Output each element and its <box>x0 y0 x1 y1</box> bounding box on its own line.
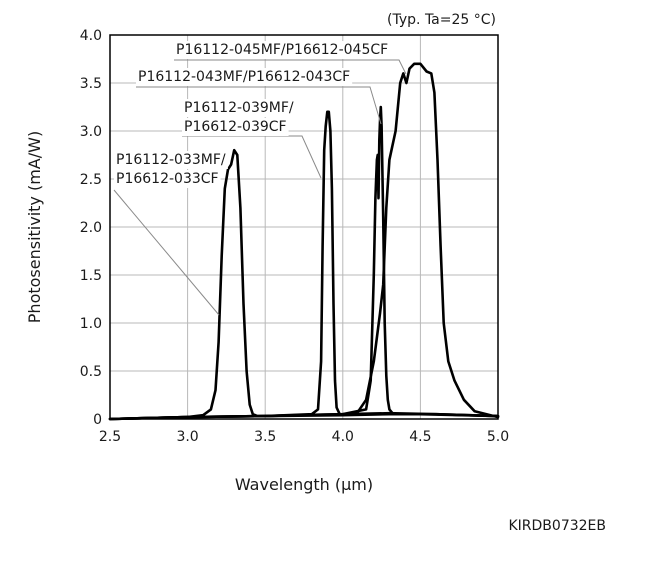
x-tick-label: 3.5 <box>254 429 276 445</box>
annotation-leader-line <box>113 189 220 316</box>
x-tick-label: 5.0 <box>487 429 509 445</box>
plot-frame <box>109 34 499 420</box>
annotation-label-background <box>114 151 228 169</box>
footer-code: KIRDB0732EB <box>508 518 606 534</box>
y-tick-label: 1.0 <box>80 316 102 332</box>
annotation-label-background <box>174 41 391 59</box>
y-tick-label: 4.0 <box>80 28 102 44</box>
x-tick-label: 4.5 <box>409 429 431 445</box>
y-tick-labels: 0 0.5 1.0 1.5 2.0 2.5 3.0 3.5 4.0 <box>80 28 102 428</box>
x-tick-label: 3.0 <box>176 429 198 445</box>
annotation-label-background <box>136 68 353 86</box>
x-axis-label: Wavelength (µm) <box>235 475 373 494</box>
annotation-leader-line <box>136 86 382 125</box>
y-tick-label: 2.5 <box>80 172 102 188</box>
condition-note: (Typ. Ta=25 °C) <box>387 12 496 28</box>
annotation-label: P16612-039CF <box>184 119 287 135</box>
annotation-label: P16612-033CF <box>116 171 219 187</box>
series-layer <box>108 62 500 421</box>
annotation-label-background <box>182 99 296 117</box>
y-tick-label: 1.5 <box>80 268 102 284</box>
x-tick-labels: 2.5 3.0 3.5 4.0 4.5 5.0 <box>99 429 509 445</box>
annotation-label: P16112-043MF/P16612-043CF <box>138 69 350 85</box>
y-tick-label: 3.0 <box>80 124 102 140</box>
y-tick-label: 0.5 <box>80 364 102 380</box>
y-axis-label: Photosensitivity (mA/W) <box>25 131 44 323</box>
annotation-leader-line <box>174 59 407 75</box>
curve-045 <box>108 62 500 421</box>
y-tick-label: 3.5 <box>80 76 102 92</box>
annotation-label: P16112-045MF/P16612-045CF <box>176 42 388 58</box>
annotation-label: P16112-033MF/ <box>116 152 226 168</box>
x-tick-label: 2.5 <box>99 429 121 445</box>
annotation-label-background <box>182 118 289 136</box>
y-tick-label: 2.0 <box>80 220 102 236</box>
annotation-label-background <box>114 170 221 188</box>
x-tick-label: 4.0 <box>332 429 354 445</box>
annotation-label: P16112-039MF/ <box>184 100 294 116</box>
y-tick-label: 0 <box>93 412 102 428</box>
annotation-labels: P16112-045MF/P16612-045CF P16112-043MF/P1… <box>114 41 391 188</box>
